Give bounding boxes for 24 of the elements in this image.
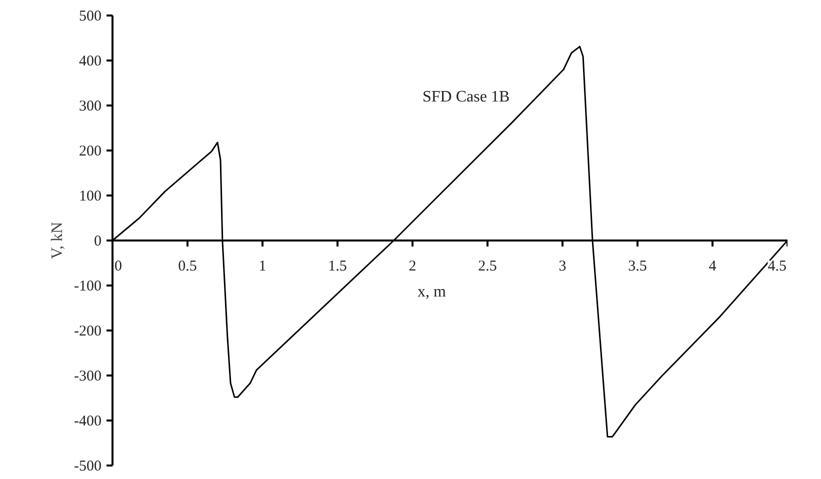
- y-tick-label: 500: [79, 8, 102, 24]
- y-tick-label: -200: [74, 324, 102, 340]
- x-axis-title: x, m: [418, 284, 446, 300]
- y-tick-label: 300: [79, 98, 102, 114]
- x-tick-label: 1.5: [328, 258, 347, 274]
- x-tick-label: 4.5: [768, 258, 786, 274]
- x-tick-label: 3: [558, 258, 566, 274]
- y-tick-label: -300: [74, 368, 102, 384]
- y-axis-title: V, kN: [49, 222, 66, 260]
- x-tick-label: 4: [708, 258, 717, 274]
- x-tick-label: 2.5: [478, 258, 497, 274]
- y-tick-label: -500: [74, 458, 102, 474]
- x-tick-label: 1: [258, 258, 266, 274]
- y-tick-label: 0: [94, 234, 102, 250]
- x-tick-label: 3.5: [628, 258, 647, 274]
- x-tick-label: 0: [114, 258, 122, 274]
- text: SFD Case 1B: [422, 88, 510, 106]
- y-tick-label: 400: [79, 54, 102, 70]
- y-tick-label: 200: [79, 144, 102, 160]
- y-tick-label: -400: [74, 414, 102, 430]
- x-tick-label: 0.5: [178, 258, 197, 274]
- x-tick-label: 2: [408, 258, 416, 274]
- y-tick-label: 100: [79, 188, 102, 204]
- y-tick-label: -100: [74, 278, 102, 294]
